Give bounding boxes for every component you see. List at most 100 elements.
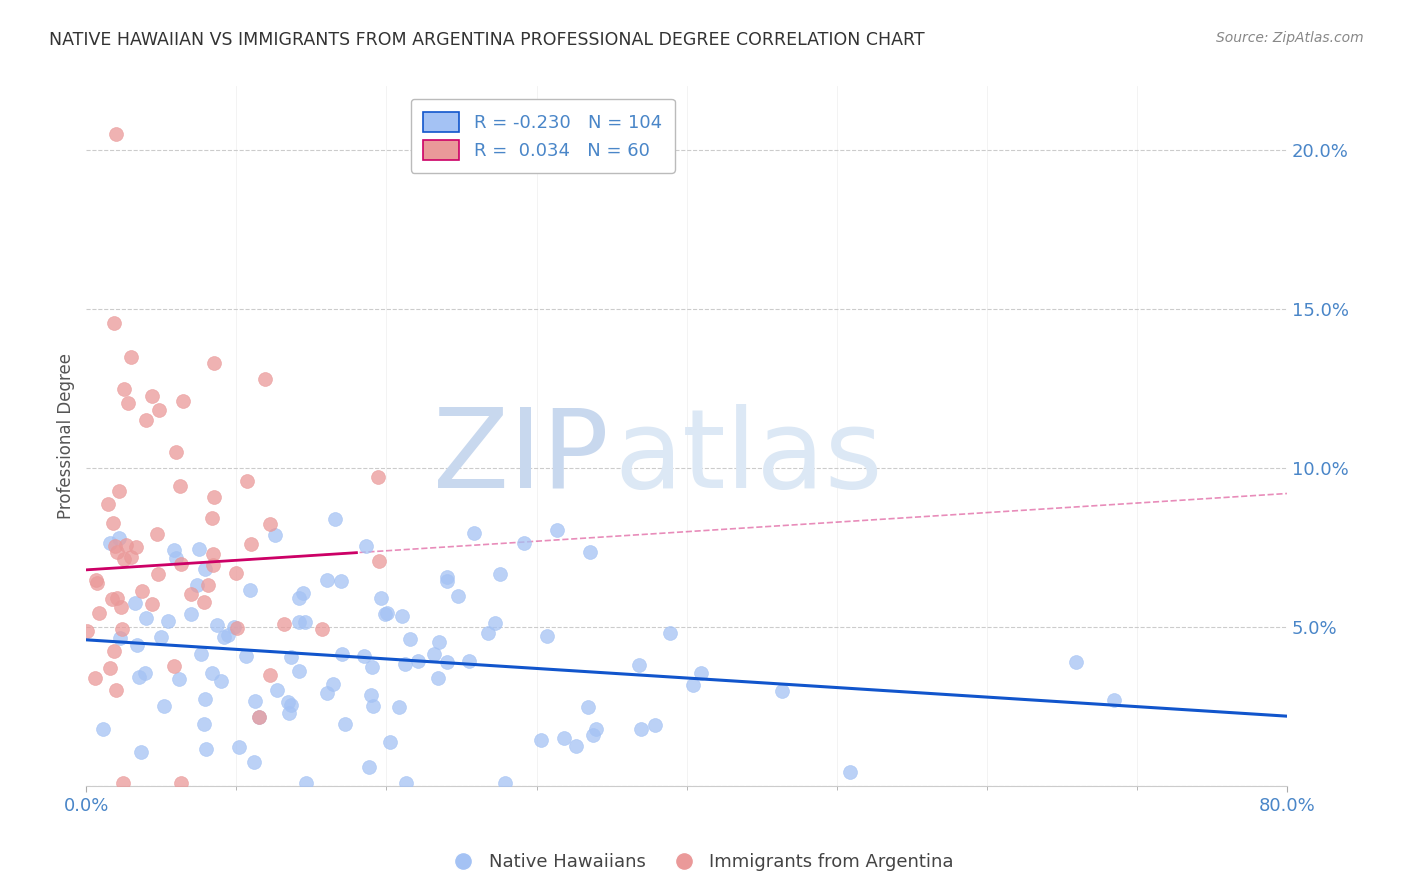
Point: [165, 551, 187, 566]
Point: [236, 474, 259, 488]
Point: [264, 528, 287, 542]
Point: [202, 356, 225, 370]
Point: [76, 624, 98, 638]
Point: [288, 664, 311, 678]
Point: [108, 484, 131, 499]
Point: [135, 413, 157, 427]
Text: ZIP: ZIP: [433, 404, 609, 511]
Point: [205, 617, 228, 632]
Point: [89, 606, 111, 620]
Point: [91, 722, 114, 736]
Point: [247, 709, 270, 723]
Point: [225, 566, 247, 580]
Point: [153, 699, 176, 714]
Point: [148, 403, 170, 417]
Point: [112, 776, 135, 790]
Point: [128, 670, 150, 684]
Point: [141, 389, 163, 403]
Point: [457, 654, 479, 668]
Point: [98, 535, 121, 549]
Point: [294, 776, 316, 790]
Point: [322, 677, 344, 691]
Point: [436, 569, 458, 583]
Point: [141, 597, 163, 611]
Point: [581, 728, 603, 742]
Point: [103, 316, 125, 330]
Point: [513, 535, 536, 549]
Point: [1104, 693, 1126, 707]
Point: [134, 666, 156, 681]
Point: [86, 576, 108, 591]
Point: [294, 615, 316, 630]
Point: [188, 542, 211, 557]
Point: [131, 583, 153, 598]
Point: [97, 497, 120, 511]
Point: [120, 549, 142, 564]
Text: Source: ZipAtlas.com: Source: ZipAtlas.com: [1216, 31, 1364, 45]
Point: [194, 691, 217, 706]
Point: [84, 671, 107, 685]
Point: [361, 699, 384, 714]
Point: [395, 776, 418, 790]
Point: [360, 688, 382, 702]
Point: [193, 716, 215, 731]
Point: [391, 609, 413, 624]
Point: [427, 634, 450, 648]
Point: [197, 578, 219, 592]
Point: [112, 551, 135, 566]
Point: [536, 629, 558, 643]
Point: [225, 621, 247, 635]
Point: [463, 526, 485, 541]
Point: [247, 709, 270, 723]
Point: [242, 756, 264, 770]
Point: [658, 626, 681, 640]
Point: [101, 591, 124, 606]
Point: [316, 686, 339, 700]
Point: [194, 561, 217, 575]
Point: [553, 731, 575, 745]
Point: [530, 733, 553, 747]
Point: [146, 566, 169, 581]
Point: [117, 396, 139, 410]
Point: [280, 649, 302, 664]
Point: [209, 674, 232, 689]
Point: [436, 655, 458, 669]
Point: [146, 527, 169, 541]
Point: [484, 616, 506, 631]
Point: [201, 511, 224, 525]
Point: [380, 735, 402, 749]
Point: [112, 382, 135, 396]
Point: [278, 706, 301, 720]
Point: [266, 683, 288, 698]
Y-axis label: Professional Degree: Professional Degree: [58, 353, 75, 519]
Point: [169, 478, 191, 492]
Point: [578, 545, 600, 559]
Point: [330, 647, 353, 661]
Point: [406, 654, 429, 668]
Point: [335, 716, 357, 731]
Point: [388, 700, 411, 714]
Point: [110, 600, 132, 615]
Point: [103, 643, 125, 657]
Point: [447, 589, 470, 603]
Point: [399, 632, 422, 647]
Point: [254, 372, 277, 386]
Point: [149, 630, 172, 644]
Point: [394, 657, 416, 671]
Point: [156, 614, 179, 628]
Point: [585, 723, 607, 737]
Point: [167, 672, 190, 686]
Point: [311, 623, 333, 637]
Point: [212, 630, 235, 644]
Point: [170, 776, 193, 790]
Point: [565, 739, 588, 754]
Point: [423, 647, 446, 661]
Point: [180, 607, 202, 621]
Point: [353, 648, 375, 663]
Legend: Native Hawaiians, Immigrants from Argentina: Native Hawaiians, Immigrants from Argent…: [446, 847, 960, 879]
Point: [330, 574, 353, 588]
Point: [120, 350, 142, 364]
Point: [628, 658, 651, 673]
Point: [180, 587, 202, 601]
Point: [354, 539, 377, 553]
